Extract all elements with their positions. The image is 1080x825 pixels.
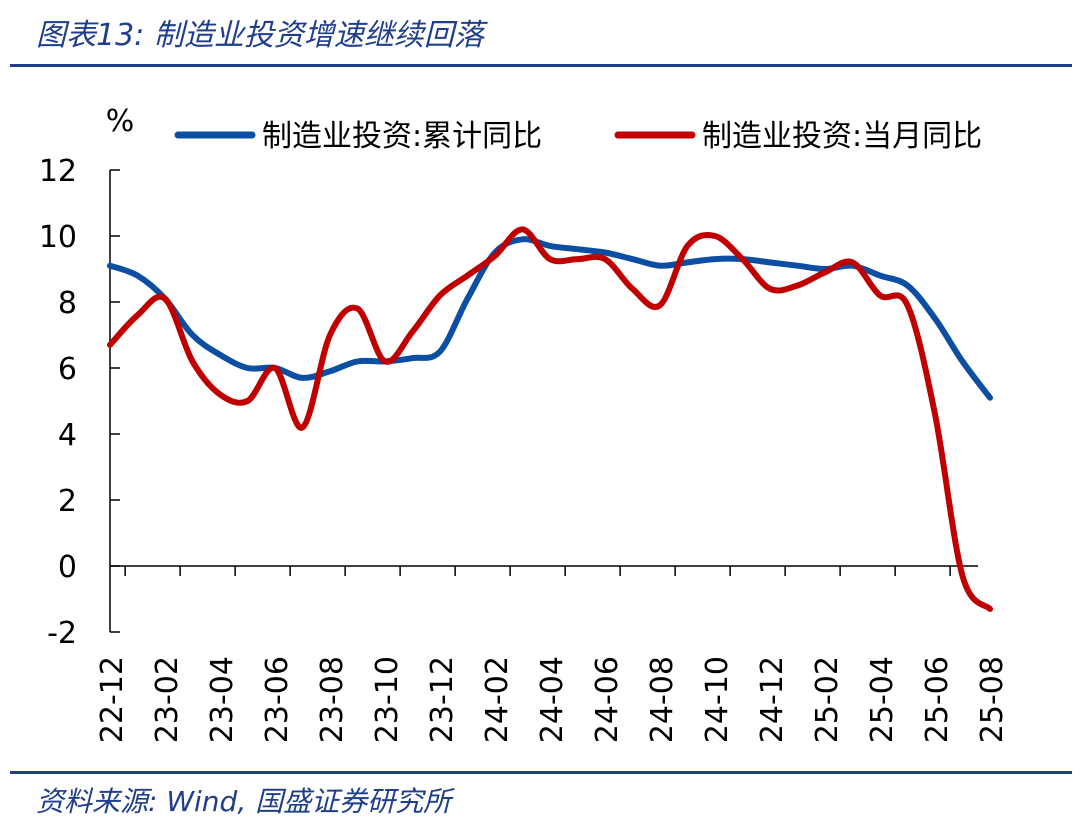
legend-label: 制造业投资:累计同比: [262, 119, 542, 154]
chart-title: 图表13: 制造业投资增速继续回落: [36, 18, 484, 53]
x-tick-label: 25-06: [920, 656, 955, 743]
chart-legend: 制造业投资:累计同比 制造业投资:当月同比: [174, 119, 982, 154]
y-tick-label: 2: [58, 484, 77, 519]
x-tick-label: 24-02: [480, 656, 515, 743]
x-tick-label: 24-06: [590, 656, 625, 743]
chart-series: [107, 226, 993, 612]
top-divider: [10, 64, 1072, 67]
x-tick-label: 23-06: [260, 656, 295, 743]
y-axis-label: %: [106, 104, 135, 139]
y-tick-label: 6: [58, 352, 77, 387]
x-tick-label: 24-10: [700, 656, 735, 743]
legend-label: 制造业投资:当月同比: [702, 119, 982, 154]
x-tick-label: 25-02: [810, 656, 845, 743]
x-tick-label: 23-10: [370, 656, 405, 743]
x-tick-label: 24-12: [755, 656, 790, 743]
x-tick-label: 23-08: [315, 656, 350, 743]
x-tick-label: 23-02: [150, 656, 185, 743]
chart-axes: -2 0 2 4 6 8 10 12 22-12 23-02 23-04 23-06 23-08 23-1…: [39, 154, 1010, 743]
x-tick-label: 25-04: [865, 656, 900, 743]
x-tick-label: 25-08: [975, 656, 1010, 743]
bottom-divider: [10, 771, 1072, 774]
y-tick-label: 0: [58, 550, 77, 585]
x-tick-label: 22-12: [95, 656, 130, 743]
x-tick-label: 23-04: [205, 656, 240, 743]
y-tick-label: -2: [47, 616, 77, 651]
y-tick-label: 12: [39, 154, 77, 189]
series-line-cumulative: [107, 236, 993, 401]
source-note: 资料来源: Wind, 国盛证券研究所: [36, 785, 452, 818]
y-tick-label: 10: [39, 220, 77, 255]
x-tick-label: 24-08: [645, 656, 680, 743]
y-tick-label: 4: [58, 418, 77, 453]
x-tick-label: 23-12: [425, 656, 460, 743]
series-line-monthly: [107, 226, 993, 612]
x-tick-label: 24-04: [535, 656, 570, 743]
y-tick-label: 8: [58, 286, 77, 321]
